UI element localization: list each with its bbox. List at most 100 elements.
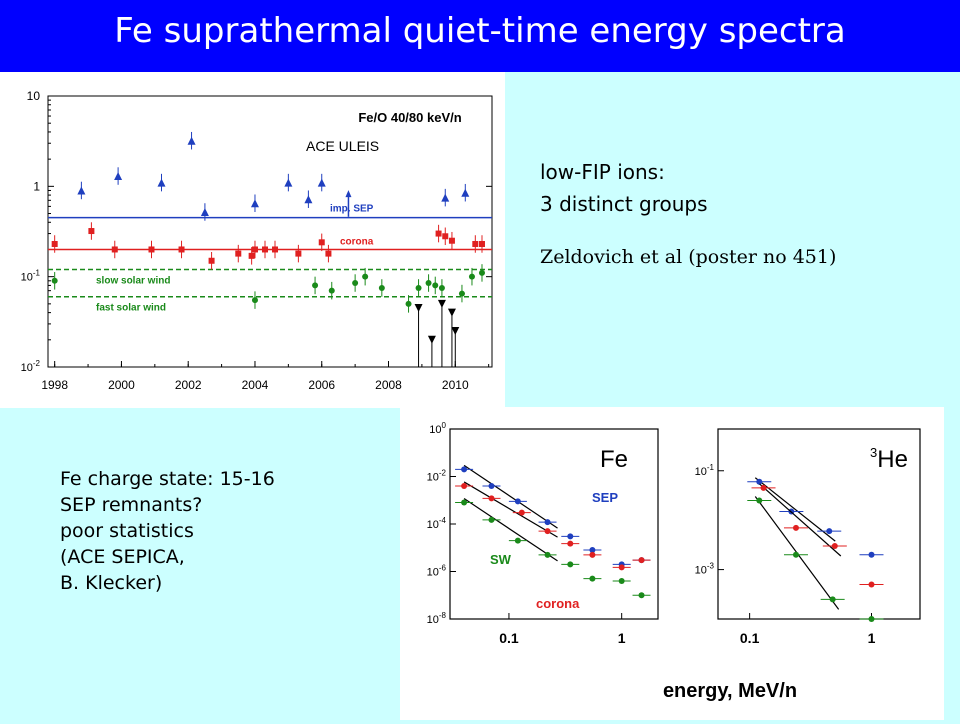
charge-line-1: Fe charge state: 15-16 bbox=[60, 468, 275, 490]
data-point bbox=[51, 240, 58, 247]
fe-y-tick-label: 10-2 bbox=[427, 469, 447, 484]
chart-title: Fe/O 40/80 keV/n bbox=[358, 110, 461, 125]
x-axis-label: energy, MeV/n bbox=[663, 680, 797, 702]
data-point bbox=[51, 277, 58, 284]
data-point bbox=[448, 237, 455, 244]
he3-x-tick-label: 0.1 bbox=[740, 630, 760, 646]
fit-line bbox=[463, 464, 558, 529]
title-bar: Fe suprathermal quiet-time energy spectr… bbox=[0, 0, 960, 72]
x-tick-label: 2004 bbox=[242, 378, 269, 392]
y-tick-label: 10-1 bbox=[21, 269, 41, 284]
y-tick-label: 1 bbox=[33, 179, 40, 193]
data-point bbox=[362, 273, 369, 280]
fe-o-ratio-figure: 10 1 10-1 10-2 1998 2000 2002 2004 2006 2008 2010 i… bbox=[0, 72, 505, 408]
data-point bbox=[756, 497, 763, 504]
energy-spectra-figure: 100 10-2 10-4 10-6 10-8 0.1 1 Fe SEP corona SW 10-1… bbox=[400, 407, 944, 720]
data-point bbox=[148, 246, 155, 253]
fe-y-tick-label: 10-6 bbox=[427, 564, 447, 579]
plot-frame bbox=[47, 95, 493, 368]
data-point bbox=[544, 551, 551, 558]
charge-line-3: poor statistics bbox=[60, 520, 194, 542]
data-point bbox=[618, 564, 625, 571]
data-point bbox=[468, 273, 475, 280]
data-point bbox=[261, 246, 268, 253]
data-point bbox=[437, 299, 446, 308]
low-fip-line-2: 3 distinct groups bbox=[540, 192, 708, 216]
data-point bbox=[478, 240, 485, 247]
data-point bbox=[178, 246, 185, 253]
y-tick-label: 10 bbox=[27, 89, 41, 103]
reference-line-label: slow solar wind bbox=[96, 276, 170, 287]
data-point bbox=[589, 547, 596, 554]
data-point bbox=[638, 592, 645, 599]
data-point bbox=[472, 240, 479, 247]
data-point bbox=[514, 537, 521, 544]
data-point bbox=[488, 516, 495, 523]
he3-panel-title: 3He bbox=[870, 445, 908, 473]
series-label: corona bbox=[536, 596, 580, 611]
fit-line bbox=[759, 483, 842, 557]
low-fip-note: low-FIP ions: 3 distinct groups bbox=[540, 156, 708, 220]
charge-line-2: SEP remnants? bbox=[60, 494, 203, 516]
sep-arrow-head bbox=[345, 190, 352, 198]
data-point bbox=[250, 199, 259, 208]
data-point bbox=[187, 136, 196, 145]
data-point bbox=[405, 300, 412, 307]
data-point bbox=[868, 616, 875, 622]
fe-y-tick-label: 10-4 bbox=[427, 516, 447, 531]
data-point bbox=[312, 282, 319, 289]
data-point bbox=[488, 495, 495, 502]
data-point bbox=[317, 178, 326, 187]
data-point bbox=[325, 250, 332, 257]
data-point bbox=[544, 519, 551, 526]
x-tick-label: 1998 bbox=[41, 378, 68, 392]
data-point bbox=[478, 269, 485, 276]
charge-line-4: (ACE SEPICA, bbox=[60, 546, 185, 568]
data-point bbox=[514, 498, 521, 505]
data-point bbox=[304, 195, 313, 204]
charge-state-note: Fe charge state: 15-16 SEP remnants? poo… bbox=[60, 466, 275, 596]
x-tick-label: 2000 bbox=[108, 378, 135, 392]
he3-plot-frame bbox=[717, 428, 921, 620]
data-point bbox=[272, 246, 279, 253]
charge-line-5: B. Klecker) bbox=[60, 572, 163, 594]
data-point bbox=[567, 533, 574, 540]
data-point bbox=[826, 528, 833, 535]
data-point bbox=[760, 484, 767, 491]
x-tick-label: 2006 bbox=[308, 378, 335, 392]
data-point bbox=[567, 540, 574, 547]
data-point bbox=[461, 499, 468, 506]
data-point bbox=[458, 290, 465, 297]
fit-line bbox=[463, 481, 558, 538]
x-tick-label: 2002 bbox=[175, 378, 202, 392]
data-point bbox=[618, 577, 625, 584]
data-point bbox=[868, 551, 875, 558]
data-point bbox=[829, 596, 836, 603]
data-point bbox=[435, 230, 442, 237]
fit-line bbox=[463, 498, 558, 562]
data-point bbox=[378, 284, 385, 291]
data-point bbox=[868, 581, 875, 588]
data-point bbox=[792, 551, 799, 558]
data-point bbox=[638, 557, 645, 564]
data-point bbox=[488, 482, 495, 489]
data-point bbox=[792, 524, 799, 531]
data-point bbox=[157, 178, 166, 187]
series-label: SEP bbox=[592, 490, 618, 505]
data-point bbox=[295, 250, 302, 257]
x-tick-label: 2008 bbox=[375, 378, 402, 392]
data-point bbox=[318, 239, 325, 246]
data-point bbox=[200, 207, 209, 216]
y-tick-label: 10-2 bbox=[21, 359, 41, 374]
data-point bbox=[427, 335, 436, 344]
fe-x-tick-label: 1 bbox=[618, 630, 626, 646]
data-point bbox=[425, 280, 432, 287]
reference-note: Zeldovich et al (poster no 451) bbox=[540, 246, 837, 268]
data-point bbox=[251, 246, 258, 253]
data-point bbox=[432, 282, 439, 289]
reference-line-label: imp. SEP bbox=[330, 204, 374, 215]
data-point bbox=[77, 186, 86, 195]
data-point bbox=[461, 188, 470, 197]
instrument-label: ACE ULEIS bbox=[306, 138, 379, 154]
data-point bbox=[414, 303, 423, 312]
